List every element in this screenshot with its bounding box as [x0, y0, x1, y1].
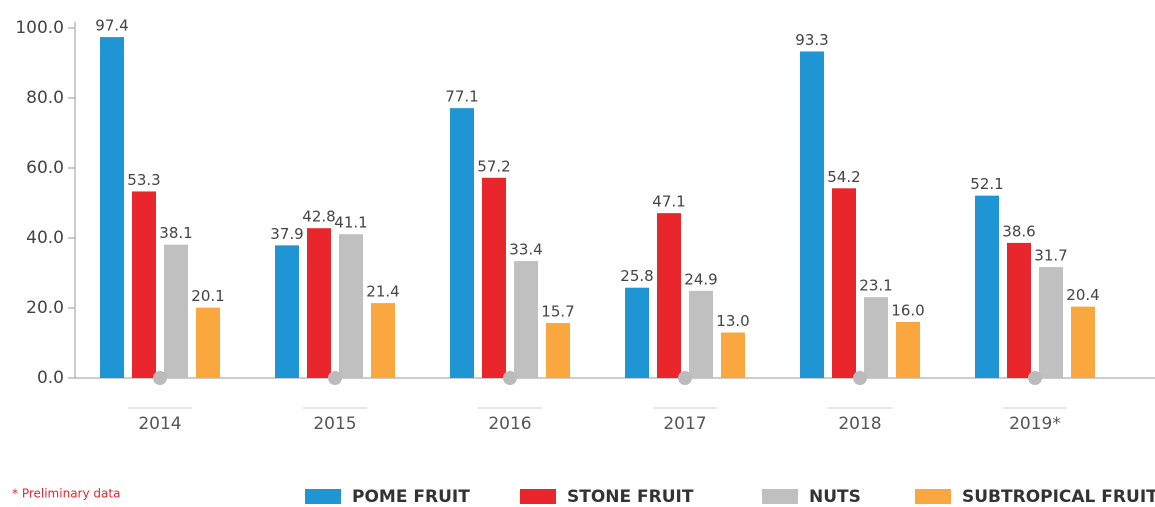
axis-dot: [503, 371, 517, 385]
x-tick-label: 2015: [313, 414, 356, 434]
y-tick-label: 20.0: [26, 298, 64, 318]
value-label: 42.8: [302, 208, 335, 226]
value-label: 41.1: [334, 214, 367, 232]
y-tick-label: 80.0: [26, 88, 64, 108]
y-tick-label: 60.0: [26, 158, 64, 178]
value-label: 20.1: [191, 287, 224, 305]
value-label: 33.4: [509, 241, 542, 259]
bar: [832, 188, 856, 378]
bar: [371, 303, 395, 378]
legend-label: STONE FRUIT: [567, 487, 694, 507]
bar: [514, 261, 538, 378]
x-tick-label: 2018: [838, 414, 881, 434]
value-label: 21.4: [366, 283, 399, 301]
x-tick-label: 2019*: [1009, 414, 1061, 434]
bar: [275, 245, 299, 378]
bar: [100, 37, 124, 378]
bar: [307, 228, 331, 378]
bar: [689, 290, 713, 378]
value-label: 54.2: [827, 168, 860, 186]
y-tick-label: 40.0: [26, 228, 64, 248]
bar: [1039, 267, 1063, 378]
legend-swatch: [915, 489, 951, 504]
value-label: 16.0: [891, 302, 924, 320]
x-tick-label: 2017: [663, 414, 706, 434]
value-label: 20.4: [1066, 286, 1099, 304]
bar: [864, 297, 888, 378]
value-label: 38.1: [159, 224, 192, 242]
value-label: 23.1: [859, 277, 892, 295]
value-label: 47.1: [652, 193, 685, 211]
bar: [625, 287, 649, 378]
y-tick-label: 100.0: [15, 18, 64, 38]
value-label: 53.3: [127, 171, 160, 189]
bar: [164, 244, 188, 378]
legend-swatch: [762, 489, 798, 504]
value-label: 97.4: [95, 17, 128, 35]
bar: [896, 322, 920, 378]
bar: [339, 234, 363, 378]
bar: [450, 108, 474, 379]
bar: [482, 177, 506, 378]
value-label: 37.9: [270, 225, 303, 243]
bar: [546, 323, 570, 378]
value-label: 15.7: [541, 303, 574, 321]
legend-label: POME FRUIT: [352, 487, 470, 507]
value-label: 24.9: [684, 270, 717, 288]
axis-dot: [1028, 371, 1042, 385]
bar: [196, 307, 220, 378]
axis-dot: [678, 371, 692, 385]
bar: [721, 332, 745, 378]
value-label: 52.1: [970, 175, 1003, 193]
value-label: 77.1: [445, 88, 478, 106]
value-label: 57.2: [477, 157, 510, 175]
axis-dot: [853, 371, 867, 385]
legend-label: SUBTROPICAL FRUIT: [962, 487, 1155, 507]
x-tick-label: 2014: [138, 414, 181, 434]
y-tick-label: 0.0: [37, 368, 64, 388]
value-label: 31.7: [1034, 247, 1067, 265]
value-label: 13.0: [716, 312, 749, 330]
value-label: 25.8: [620, 267, 653, 285]
legend-swatch: [520, 489, 556, 504]
legend-swatch: [305, 489, 341, 504]
bar: [657, 213, 681, 378]
bar: [1071, 306, 1095, 378]
value-label: 38.6: [1002, 222, 1035, 240]
value-label: 93.3: [795, 31, 828, 49]
axis-dot: [328, 371, 342, 385]
bar: [1007, 242, 1031, 378]
legend-label: NUTS: [809, 487, 861, 507]
bar: [800, 51, 824, 378]
axis-dot: [153, 371, 167, 385]
x-tick-label: 2016: [488, 414, 531, 434]
bar: [132, 191, 156, 378]
bar: [975, 195, 999, 378]
footnote: * Preliminary data: [12, 487, 120, 501]
